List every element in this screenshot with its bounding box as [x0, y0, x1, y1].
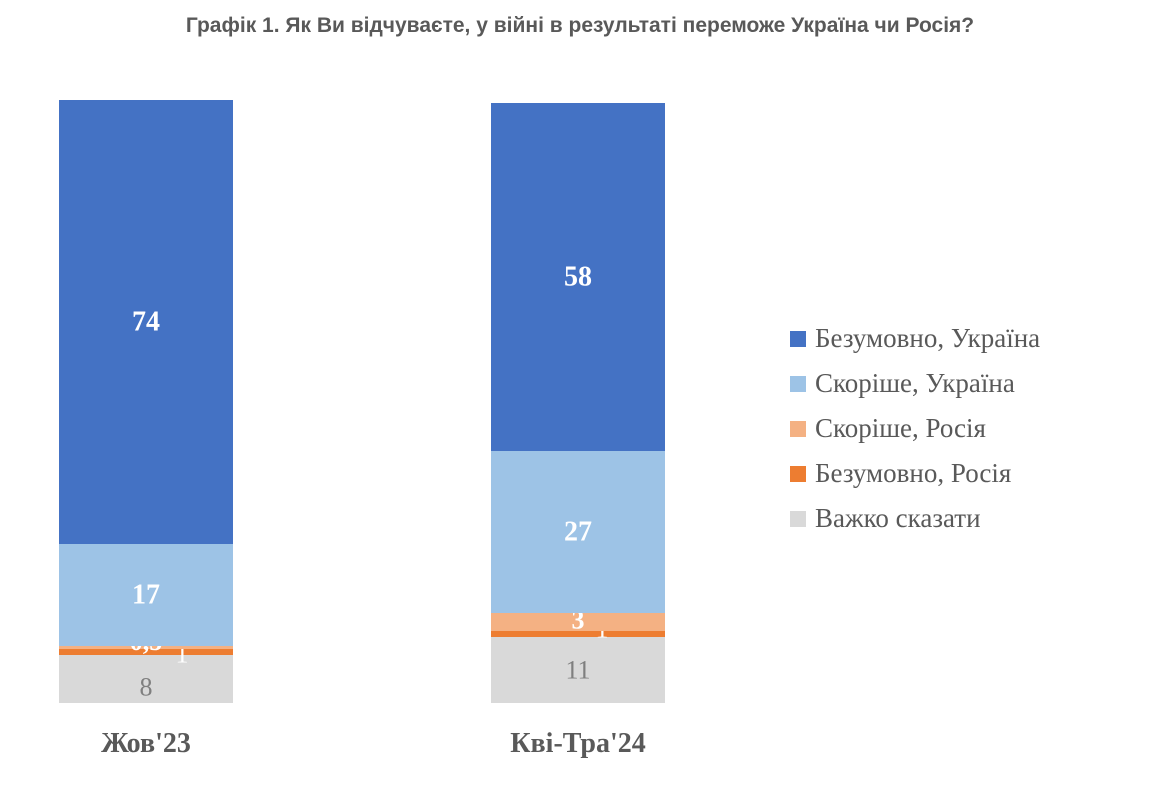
legend-label: Безумовно, Росія: [815, 458, 1012, 488]
legend-label: Скоріше, Росія: [815, 413, 986, 443]
bar-segment: [491, 451, 665, 613]
data-label: 11: [565, 656, 590, 685]
chart-title: Графік 1. Як Ви відчуваєте, у війні в ре…: [185, 14, 975, 37]
bar-segment: [491, 103, 665, 451]
data-label: 74: [132, 307, 160, 338]
data-label: 58: [564, 262, 592, 293]
legend-label: Скоріше, Україна: [815, 368, 1015, 398]
legend-item: Безумовно, Росія: [790, 451, 1040, 496]
legend-swatch: [790, 510, 806, 527]
legend-item: Важко сказати: [790, 496, 1040, 541]
bar-segment: [59, 655, 233, 703]
bar-segment: [59, 544, 233, 646]
category-label: Жов'23: [101, 728, 191, 759]
legend-item: Скоріше, Росія: [790, 406, 1040, 451]
category-label: Кві-Тра'24: [510, 728, 646, 759]
chart-legend: Безумовно, Україна Скоріше, Україна Скоріш…: [790, 316, 1040, 541]
bar-segment: [491, 631, 665, 637]
legend-label: Важко сказати: [815, 503, 981, 533]
bar-segment: [59, 646, 233, 649]
legend-swatch: [790, 420, 806, 437]
bar-segment: [491, 613, 665, 631]
data-label: 8: [140, 673, 153, 702]
legend-label: Безумовно, Україна: [815, 323, 1041, 353]
data-label: 27: [564, 517, 592, 548]
bar-segment: [59, 100, 233, 544]
bar-segment: [59, 649, 233, 655]
data-label: 17: [132, 580, 160, 611]
legend-item: Скоріше, Україна: [790, 361, 1040, 406]
legend-swatch: [790, 330, 806, 347]
bar-segment: [491, 637, 665, 703]
legend-swatch: [790, 465, 806, 482]
legend-item: Безумовно, Україна: [790, 316, 1040, 361]
legend-swatch: [790, 375, 806, 392]
